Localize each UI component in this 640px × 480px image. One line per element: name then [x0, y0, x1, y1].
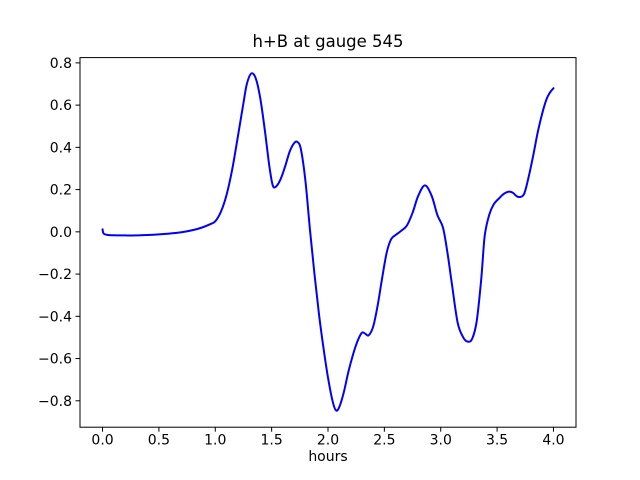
y-tick-label: −0.2: [38, 267, 72, 283]
x-tick-label: 1.5: [261, 433, 283, 449]
x-tick-label: 1.0: [204, 433, 226, 449]
y-tick-label: −0.6: [38, 352, 72, 368]
y-tick-label: −0.4: [38, 309, 72, 325]
x-axis-label: hours: [308, 449, 347, 465]
chart-title: h+B at gauge 545: [252, 32, 403, 51]
x-tick-label: 4.0: [542, 433, 564, 449]
x-tick-label: 2.0: [317, 433, 339, 449]
x-tick-label: 3.0: [430, 433, 452, 449]
x-tick-label: 2.5: [373, 433, 395, 449]
y-tick-label: 0.4: [50, 140, 72, 156]
x-tick-label: 0.5: [148, 433, 170, 449]
axes-spine: [79, 57, 577, 428]
y-tick-label: 0.8: [50, 56, 72, 72]
y-tick-label: 0.0: [50, 225, 72, 241]
y-tick-label: 0.2: [50, 183, 72, 199]
y-tick-label: −0.8: [38, 394, 72, 410]
x-tick-label: 3.5: [486, 433, 508, 449]
x-tick-label: 0.0: [91, 433, 113, 449]
axes-layer: 0.0 0.5 1.0 1.5 2.0 2.5 3.0 3.5 4.0 −0.8 −0.6 −0.4 −…: [38, 56, 577, 449]
y-tick-label: 0.6: [50, 98, 72, 114]
series-line: [101, 72, 555, 412]
